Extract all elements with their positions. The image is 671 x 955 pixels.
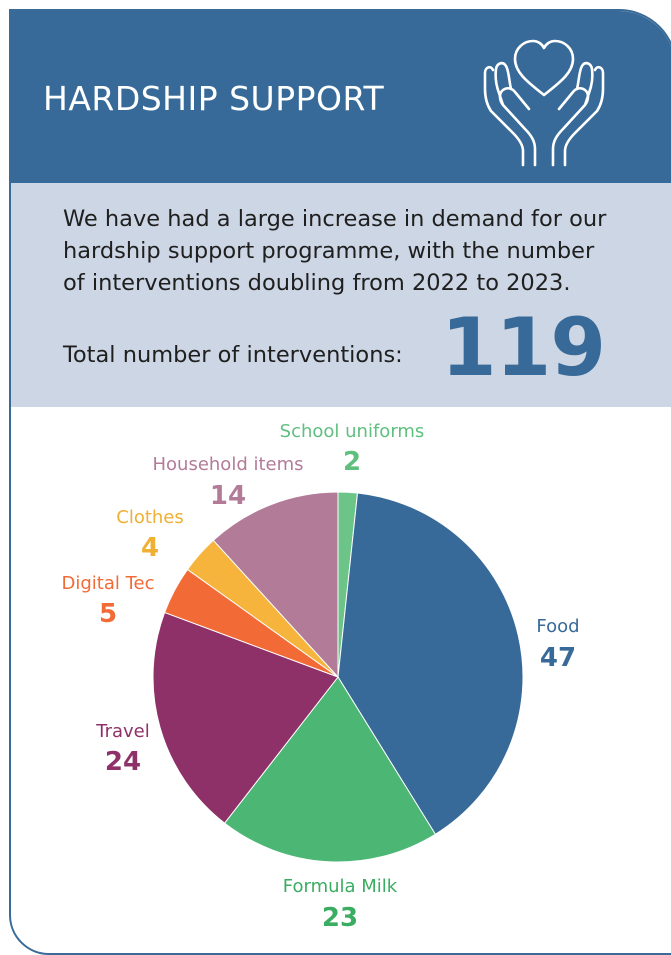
intro-panel: We have had a large increase in demand f… bbox=[11, 183, 671, 407]
slice-value: 23 bbox=[322, 903, 358, 933]
total-value: 119 bbox=[441, 301, 606, 394]
slice-label: Clothes bbox=[116, 507, 184, 528]
slice-label: Travel bbox=[95, 721, 150, 742]
slice-value: 4 bbox=[141, 533, 159, 563]
slice-label: Formula Milk bbox=[283, 876, 398, 897]
pie-slice-food bbox=[337, 492, 524, 835]
heart-in-hands-icon bbox=[483, 39, 605, 167]
pie-slice-household-items bbox=[212, 491, 339, 679]
slice-value: 5 bbox=[99, 599, 117, 629]
pie-slice-travel bbox=[152, 611, 339, 824]
slice-value: 14 bbox=[210, 481, 246, 511]
total-label: Total number of interventions: bbox=[63, 342, 403, 368]
slice-label: Digital Tec bbox=[61, 573, 154, 594]
slice-value: 24 bbox=[105, 747, 141, 777]
slice-label: Food bbox=[536, 616, 579, 637]
hardship-card: HARDSHIP SUPPORT We have had a large inc… bbox=[9, 9, 671, 955]
intro-text: We have had a large increase in demand f… bbox=[63, 206, 607, 296]
pie-slice-formula-milk bbox=[223, 676, 437, 863]
slice-value: 47 bbox=[540, 643, 576, 673]
page-title: HARDSHIP SUPPORT bbox=[43, 79, 385, 118]
slice-label: Household items bbox=[152, 454, 303, 475]
slice-value: 2 bbox=[343, 447, 361, 477]
header-banner: HARDSHIP SUPPORT bbox=[11, 11, 671, 183]
slice-label: School uniforms bbox=[280, 421, 425, 442]
